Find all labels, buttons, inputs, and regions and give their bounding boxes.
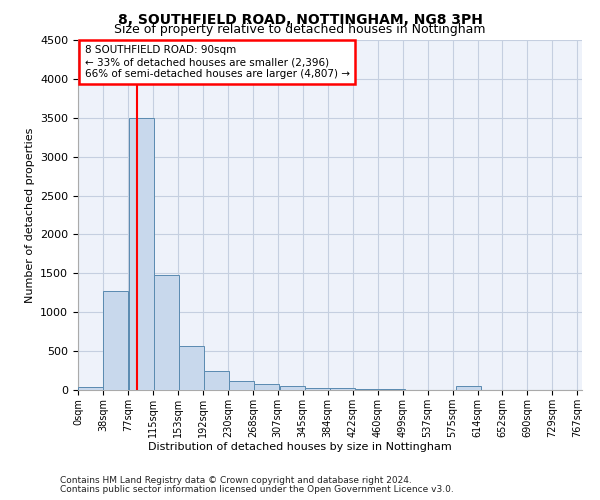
Y-axis label: Number of detached properties: Number of detached properties <box>25 128 35 302</box>
Bar <box>380 389 405 390</box>
Bar <box>331 388 355 390</box>
Bar <box>229 381 254 390</box>
Bar <box>355 389 380 390</box>
Bar <box>305 388 329 390</box>
Bar <box>78 387 103 390</box>
Text: Size of property relative to detached houses in Nottingham: Size of property relative to detached ho… <box>114 24 486 36</box>
Text: Contains public sector information licensed under the Open Government Licence v3: Contains public sector information licen… <box>60 485 454 494</box>
Bar <box>280 386 305 390</box>
Text: Contains HM Land Registry data © Crown copyright and database right 2024.: Contains HM Land Registry data © Crown c… <box>60 476 412 485</box>
Bar <box>154 275 179 390</box>
Bar <box>128 118 154 390</box>
Text: 8, SOUTHFIELD ROAD, NOTTINGHAM, NG8 3PH: 8, SOUTHFIELD ROAD, NOTTINGHAM, NG8 3PH <box>118 12 482 26</box>
Bar <box>204 372 229 390</box>
Bar <box>103 291 128 390</box>
Text: 8 SOUTHFIELD ROAD: 90sqm
← 33% of detached houses are smaller (2,396)
66% of sem: 8 SOUTHFIELD ROAD: 90sqm ← 33% of detach… <box>85 46 350 78</box>
Bar <box>254 384 279 390</box>
Bar <box>179 346 203 390</box>
Bar <box>456 386 481 390</box>
Text: Distribution of detached houses by size in Nottingham: Distribution of detached houses by size … <box>148 442 452 452</box>
